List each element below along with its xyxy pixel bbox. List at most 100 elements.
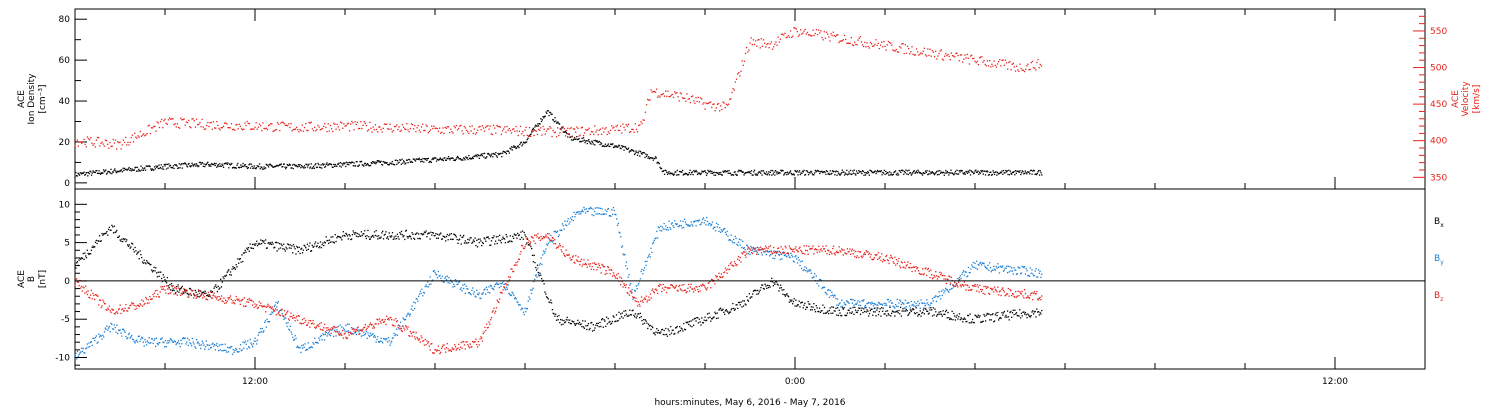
bx-point xyxy=(952,319,954,321)
by-point xyxy=(342,327,345,329)
bx-point xyxy=(881,307,883,309)
bx-point xyxy=(349,235,351,237)
by-point xyxy=(498,286,500,289)
bz-point xyxy=(296,319,299,321)
bz-point xyxy=(191,290,193,292)
bx-point xyxy=(944,313,946,315)
by-point xyxy=(971,264,973,266)
by-point xyxy=(908,305,911,307)
density-point xyxy=(693,171,696,173)
bx-point xyxy=(264,242,266,245)
by-point xyxy=(781,258,783,260)
bx-point xyxy=(736,304,738,306)
bz-point xyxy=(206,299,209,301)
bx-point xyxy=(488,237,490,240)
bx-point xyxy=(197,290,200,292)
by-point xyxy=(193,343,195,345)
bz-point xyxy=(340,334,342,336)
density-point xyxy=(738,170,741,172)
density-point xyxy=(661,170,663,173)
velocity-point xyxy=(564,135,567,137)
bx-point xyxy=(799,306,801,308)
density-point xyxy=(450,157,453,160)
velocity-point xyxy=(789,30,792,32)
bx-point xyxy=(789,299,791,301)
bx-point xyxy=(891,310,894,312)
by-point xyxy=(351,333,354,335)
velocity-point xyxy=(175,126,177,128)
density-point xyxy=(763,172,765,174)
density-point xyxy=(867,170,869,173)
by-point xyxy=(935,295,937,297)
velocity-point xyxy=(741,60,743,62)
bz-point xyxy=(140,304,142,306)
by-point xyxy=(773,257,776,260)
velocity-point xyxy=(675,92,677,95)
bx-point xyxy=(248,250,250,252)
by-point xyxy=(742,240,744,243)
density-point xyxy=(895,173,897,175)
by-point xyxy=(580,213,582,215)
velocity-point xyxy=(711,106,713,109)
bx-point xyxy=(125,240,127,243)
density-point xyxy=(812,174,814,176)
velocity-point xyxy=(435,127,437,129)
velocity-point xyxy=(162,126,164,129)
bx-point xyxy=(303,244,305,246)
velocity-point xyxy=(672,96,675,99)
bx-point xyxy=(111,224,113,227)
density-point xyxy=(701,170,703,172)
velocity-point xyxy=(275,128,278,131)
bx-point xyxy=(909,309,912,311)
density-point xyxy=(550,113,552,116)
by-point xyxy=(588,207,590,210)
bx-point xyxy=(625,313,628,315)
density-point xyxy=(768,174,771,176)
density-point xyxy=(169,164,171,167)
bx-point xyxy=(589,327,591,330)
density-point xyxy=(633,153,636,156)
density-point xyxy=(449,159,451,161)
by-point xyxy=(370,334,372,336)
density-point xyxy=(642,151,645,154)
bx-point xyxy=(427,232,430,234)
density-point xyxy=(906,173,908,175)
bx-point xyxy=(131,243,134,245)
velocity-point xyxy=(381,131,383,133)
density-point xyxy=(787,173,789,175)
density-point xyxy=(347,162,349,164)
bz-point xyxy=(91,298,93,300)
density-point xyxy=(389,162,391,164)
density-point xyxy=(312,167,314,169)
bz-point xyxy=(252,301,255,303)
by-point xyxy=(537,267,539,269)
density-point xyxy=(426,158,429,160)
density-point xyxy=(1026,171,1029,173)
bx-point xyxy=(770,280,772,283)
density-point xyxy=(403,161,405,163)
by-point xyxy=(643,267,646,269)
bz-point xyxy=(183,288,185,290)
bx-point xyxy=(792,300,795,303)
density-point xyxy=(603,145,606,148)
velocity-point xyxy=(823,31,825,33)
velocity-point xyxy=(506,125,508,128)
density-point xyxy=(75,175,78,177)
bx-point xyxy=(268,241,270,244)
velocity-point xyxy=(641,122,643,125)
bx-point xyxy=(695,320,697,322)
by-point xyxy=(199,344,201,346)
bx-point xyxy=(103,233,106,235)
velocity-point xyxy=(602,127,604,129)
density-point xyxy=(839,174,841,176)
bx-point xyxy=(107,234,109,236)
density-point xyxy=(897,172,899,174)
bx-point xyxy=(215,286,218,289)
velocity-point xyxy=(182,118,184,121)
density-point xyxy=(114,168,116,170)
bx-point xyxy=(362,233,364,235)
bz-point xyxy=(138,305,140,308)
bz-point xyxy=(122,308,124,310)
density-point xyxy=(684,172,687,175)
density-point xyxy=(660,168,662,170)
